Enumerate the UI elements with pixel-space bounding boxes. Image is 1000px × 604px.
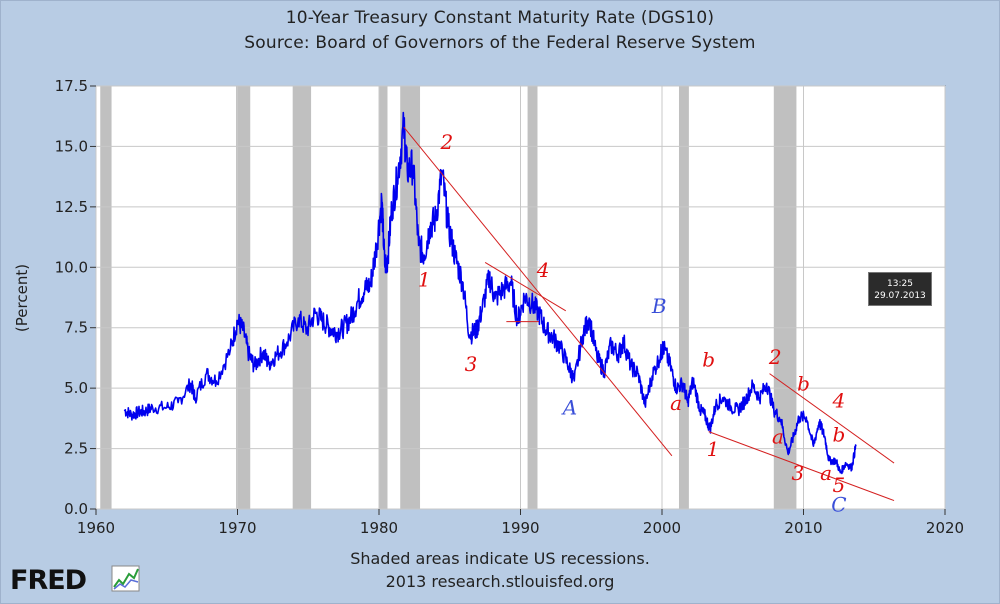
recession-note: Shaded areas indicate US recessions. <box>350 549 650 568</box>
series-line-dgs10 <box>123 111 857 475</box>
chart-subtitle: Source: Board of Governors of the Federa… <box>244 33 756 53</box>
series-layer <box>123 111 857 475</box>
timestamp-date: 29.07.2013 <box>874 291 926 301</box>
fred-logo-graphic: FRED <box>10 565 140 596</box>
annotation-8: 1 <box>707 437 720 461</box>
annotation-0: 2 <box>440 130 454 154</box>
trendlines <box>403 126 895 502</box>
annotation-17: C <box>831 492 846 516</box>
annotation-3: 4 <box>536 258 550 282</box>
annotation-15: a <box>820 461 832 485</box>
timestamp-overlay: 13:25 29.07.2013 <box>868 272 932 306</box>
x-tick-label-0: 1960 <box>77 519 115 537</box>
annotation-6: b <box>702 347 715 371</box>
annotation-9: 2 <box>768 345 782 369</box>
fred-logo-wordmark: FRED <box>10 565 86 596</box>
annotation-2: 3 <box>465 352 478 376</box>
annotation-11: 4 <box>832 388 846 412</box>
y-tick-label-6: 15.0 <box>55 137 88 155</box>
recession-band-0 <box>100 86 112 509</box>
recession-band-2 <box>292 86 312 509</box>
axes: 0.0 2.5 5.0 7.5 10.0 12.5 15.0 17.5 1960 1970 1980… <box>55 77 965 537</box>
annotation-13: b <box>832 422 845 446</box>
annotation-4: B <box>651 294 667 318</box>
timestamp-time: 13:25 <box>887 279 913 289</box>
annotation-1: 1 <box>418 268 431 292</box>
annotation-12: a <box>772 425 784 449</box>
x-tick-label-6: 2020 <box>926 519 964 537</box>
y-tick-label-4: 10.0 <box>55 258 88 276</box>
x-tick-label-2: 1980 <box>360 519 398 537</box>
annotation-5: A <box>561 396 577 420</box>
trendline-3 <box>708 431 895 502</box>
y-tick-label-1: 2.5 <box>64 440 88 458</box>
y-tick-label-5: 12.5 <box>55 198 88 216</box>
recession-band-1 <box>236 86 251 509</box>
recession-band-6 <box>678 86 689 509</box>
trendline-0 <box>403 126 673 457</box>
x-tick-label-3: 1990 <box>501 519 539 537</box>
trendline-4 <box>769 373 895 464</box>
trendline-1 <box>484 262 567 312</box>
recession-band-4 <box>400 86 421 509</box>
x-tick-label-5: 2010 <box>784 519 822 537</box>
source-credit: 2013 research.stlouisfed.org <box>385 572 615 591</box>
x-tick-label-4: 2000 <box>643 519 681 537</box>
y-tick-label-0: 0.0 <box>64 500 88 518</box>
fred-logo: FRED <box>8 561 142 597</box>
annotation-14: 3 <box>791 461 804 485</box>
annotation-16: 5 <box>833 473 846 497</box>
recession-band-7 <box>773 86 797 509</box>
chart-title: 10-Year Treasury Constant Maturity Rate … <box>285 8 715 28</box>
y-tick-label-7: 17.5 <box>55 77 88 95</box>
y-axis-label: (Percent) <box>13 264 31 332</box>
recession-band-3 <box>379 86 388 509</box>
annotation-10: b <box>797 372 810 396</box>
annotation-7: a <box>670 391 682 415</box>
y-tick-label-3: 7.5 <box>64 319 88 337</box>
y-tick-label-2: 5.0 <box>64 379 88 397</box>
x-tick-label-1: 1970 <box>218 519 256 537</box>
